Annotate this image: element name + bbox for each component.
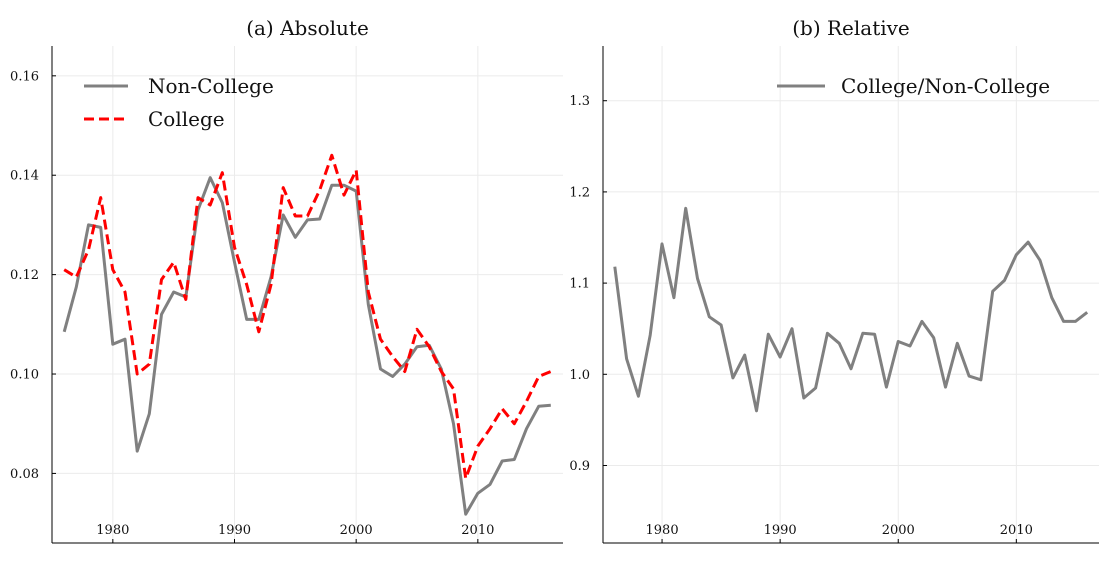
panel-relative: 1980 1990 2000 2010 0.9 1.0 1.1 1.2 1.3 (b) Relat… bbox=[569, 16, 1099, 543]
x-tick-label: 1980 bbox=[646, 523, 679, 538]
x-tick-label: 2010 bbox=[1000, 523, 1033, 538]
panel-absolute: 1980 1990 2000 2010 0.08 0.10 0.12 0.14 0.16 (a) … bbox=[10, 16, 563, 543]
x-tick-label: 2000 bbox=[340, 523, 373, 538]
y-tick-label: 1.1 bbox=[569, 277, 590, 292]
panel-title: (b) Relative bbox=[792, 16, 910, 40]
y-tick-label: 0.12 bbox=[10, 268, 39, 283]
y-tick-label: 0.16 bbox=[10, 69, 39, 84]
legend-label: College bbox=[148, 107, 225, 131]
y-tick-label: 0.10 bbox=[10, 368, 39, 383]
x-tick-label: 2000 bbox=[882, 523, 915, 538]
legend-label: Non-College bbox=[148, 74, 274, 98]
y-tick-label: 0.14 bbox=[10, 169, 39, 184]
x-tick-label: 2010 bbox=[461, 523, 494, 538]
legend-label: College/Non-College bbox=[841, 74, 1050, 98]
y-tick-label: 1.2 bbox=[569, 185, 590, 200]
y-tick-label: 0.08 bbox=[10, 467, 39, 482]
y-tick-label: 1.3 bbox=[569, 94, 590, 109]
panel-title: (a) Absolute bbox=[246, 16, 369, 40]
x-tick-label: 1990 bbox=[218, 523, 251, 538]
y-tick-label: 0.9 bbox=[569, 459, 590, 474]
x-tick-label: 1990 bbox=[764, 523, 797, 538]
y-tick-label: 1.0 bbox=[569, 368, 590, 383]
x-tick-label: 1980 bbox=[96, 523, 129, 538]
